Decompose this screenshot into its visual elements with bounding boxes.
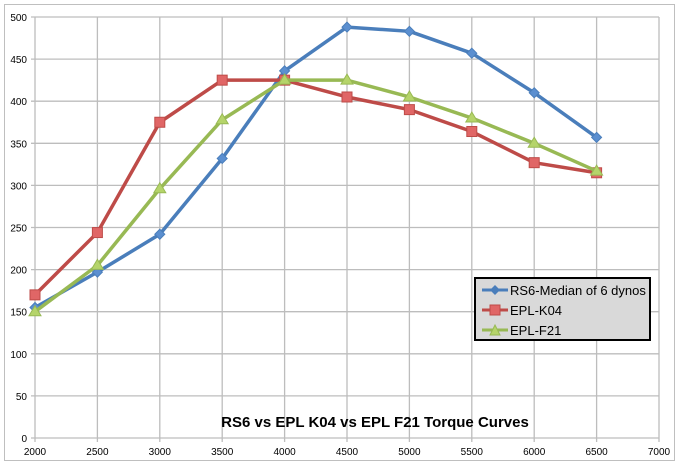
data-point xyxy=(528,87,540,99)
data-point xyxy=(590,131,603,144)
x-tick-label: 4500 xyxy=(336,447,359,458)
data-point xyxy=(277,73,292,85)
x-tick-label: 5500 xyxy=(461,447,484,458)
legend-item-k04: EPL-K04 xyxy=(482,300,562,320)
data-point xyxy=(403,25,416,38)
data-point xyxy=(402,90,417,102)
data-point xyxy=(341,21,353,33)
square-marker-icon xyxy=(482,304,508,316)
y-tick-label: 200 xyxy=(10,266,27,277)
x-tick-label: 6000 xyxy=(523,447,546,458)
tick-labels: 0 50 100 150 200 250 300 350 400 450 500 2000 2500 30… xyxy=(10,13,670,458)
legend: RS6-Median of 6 dynos EPL-K04 EPL-F21 xyxy=(474,277,651,341)
data-point xyxy=(466,126,478,138)
x-tick-label: 7000 xyxy=(648,447,671,458)
legend-item-rs6: RS6-Median of 6 dynos xyxy=(482,280,646,300)
y-tick-label: 400 xyxy=(10,97,27,108)
series-line xyxy=(33,78,598,314)
data-point xyxy=(466,47,478,59)
y-tick-label: 100 xyxy=(10,350,27,361)
data-point xyxy=(91,227,103,239)
chart-title: RS6 vs EPL K04 vs EPL F21 Torque Curves xyxy=(221,414,529,431)
diamond-marker-icon xyxy=(482,285,508,295)
y-tick-label: 250 xyxy=(10,224,27,235)
y-tick-label: 500 xyxy=(10,13,27,24)
series-layer xyxy=(28,21,604,317)
data-point xyxy=(90,258,105,270)
x-tick-label: 2500 xyxy=(86,447,109,458)
legend-label: EPL-K04 xyxy=(510,302,563,318)
legend-label: EPL-F21 xyxy=(510,322,562,338)
y-tick-label: 150 xyxy=(10,308,27,319)
y-tick-label: 300 xyxy=(10,181,27,192)
y-tick-label: 0 xyxy=(21,434,27,445)
x-tick-label: 5000 xyxy=(398,447,421,458)
series-1 xyxy=(29,74,603,301)
data-point xyxy=(340,73,354,85)
y-tick-label: 450 xyxy=(10,55,27,66)
data-point xyxy=(28,304,42,317)
x-tick-label: 4000 xyxy=(273,447,296,458)
data-point xyxy=(215,112,230,125)
data-point xyxy=(589,164,604,176)
series-line xyxy=(34,25,598,310)
x-tick-label: 2000 xyxy=(24,447,47,458)
data-point xyxy=(152,181,167,194)
chart-frame xyxy=(4,4,675,461)
data-point xyxy=(216,74,228,86)
x-tick-label: 6500 xyxy=(585,447,608,458)
y-tick-label: 350 xyxy=(10,139,27,150)
data-point xyxy=(29,289,41,301)
y-tick-label: 50 xyxy=(16,392,28,403)
data-point xyxy=(154,116,166,128)
series-line xyxy=(33,78,597,297)
legend-item-f21: EPL-F21 xyxy=(482,320,561,340)
data-point xyxy=(154,228,166,240)
data-point xyxy=(528,157,540,169)
series-0 xyxy=(29,21,603,314)
data-point xyxy=(403,104,415,116)
x-tick-label: 3500 xyxy=(211,447,234,458)
data-point xyxy=(341,91,353,103)
data-point xyxy=(216,152,228,165)
triangle-marker-icon xyxy=(482,323,508,336)
series-2 xyxy=(28,73,604,317)
data-point xyxy=(464,111,479,123)
legend-label: RS6-Median of 6 dynos xyxy=(510,282,646,298)
x-tick-label: 3000 xyxy=(149,447,172,458)
data-point xyxy=(527,136,542,148)
